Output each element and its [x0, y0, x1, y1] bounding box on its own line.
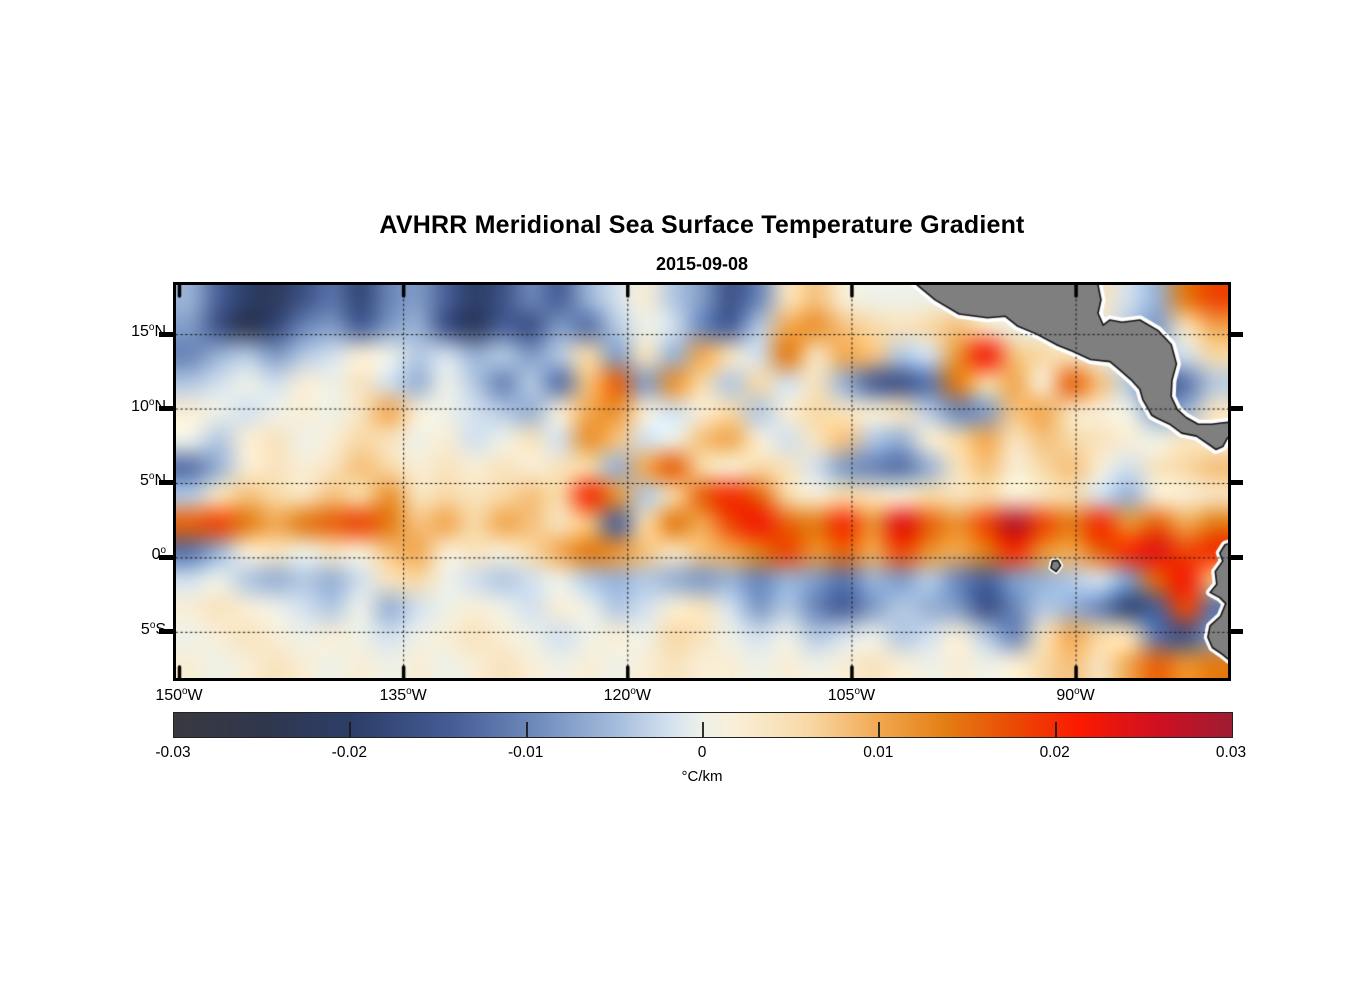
y-tick-label: 5oN — [140, 470, 166, 489]
y-axis-tick-mark — [159, 629, 176, 635]
chart-title: AVHRR Meridional Sea Surface Temperature… — [379, 211, 1025, 239]
chart-subtitle: 2015-09-08 — [655, 254, 749, 274]
colorbar-tick-label: 0.03 — [1215, 744, 1247, 761]
colorbar-tick-mark — [525, 722, 528, 737]
colorbar-tick-mark — [1054, 722, 1057, 737]
colorbar-tick-label: -0.01 — [507, 744, 544, 761]
y-axis-tick-mark — [159, 554, 176, 560]
colorbar-tick-label: -0.03 — [155, 744, 191, 761]
x-tick-label: 135oW — [379, 686, 427, 704]
y-tick-label: 0o — [151, 545, 166, 564]
y-axis-tick-mark — [1228, 554, 1243, 560]
colorbar-tick-mark — [349, 722, 352, 737]
colorbar-tick-label: -0.02 — [331, 744, 367, 761]
y-axis-tick-mark — [159, 331, 176, 337]
sst-gradient-heatmap — [176, 285, 1228, 678]
colorbar-unit-label: °C/km — [681, 768, 723, 785]
colorbar-tick-mark — [702, 722, 704, 737]
y-tick-label: 10oN — [131, 396, 166, 415]
y-axis-tick-mark — [1228, 629, 1243, 635]
y-axis-tick-mark — [159, 480, 176, 486]
x-tick-label: 150oW — [155, 686, 203, 704]
y-tick-label: 15oN — [131, 322, 166, 341]
y-axis-tick-mark — [1228, 480, 1243, 486]
x-tick-label: 120oW — [603, 686, 651, 704]
colorbar-tick-label: 0 — [697, 744, 707, 761]
y-axis-tick-mark — [159, 406, 176, 412]
y-axis-tick-mark — [1228, 406, 1243, 412]
y-tick-label: 5oS — [140, 619, 166, 638]
colorbar-tick-mark — [878, 722, 881, 737]
colorbar-tick-label: 0.02 — [1039, 744, 1070, 761]
y-axis-tick-mark — [1228, 331, 1243, 337]
x-tick-label: 90oW — [1056, 686, 1095, 704]
colorbar-tick-label: 0.01 — [863, 744, 894, 761]
x-tick-label: 105oW — [827, 686, 876, 704]
colorbar — [173, 712, 1233, 738]
